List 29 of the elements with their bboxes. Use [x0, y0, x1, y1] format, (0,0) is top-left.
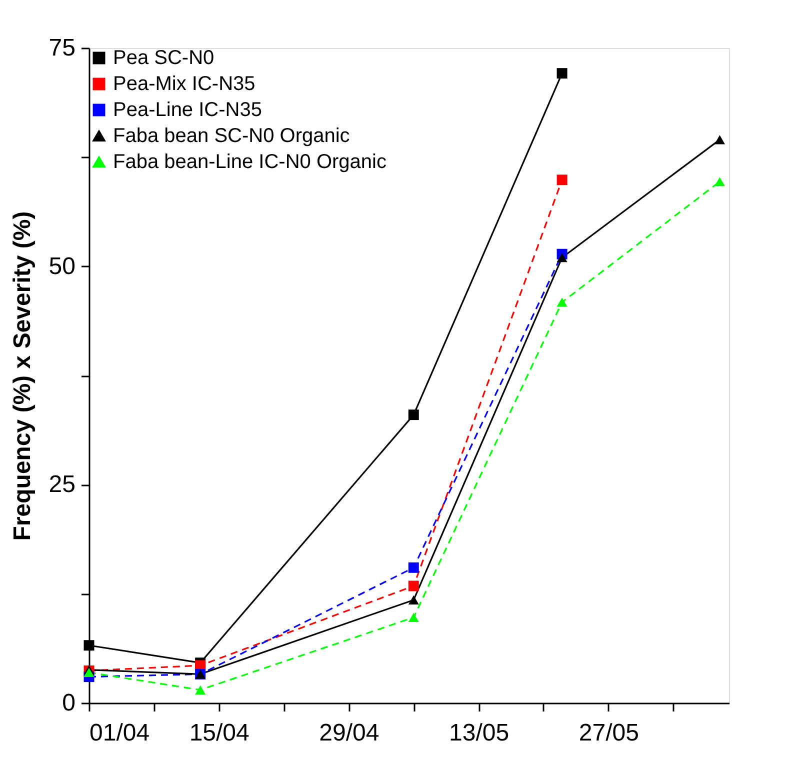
y-tick-label: 0: [62, 690, 76, 716]
legend-label: Pea-Mix IC-N35: [113, 73, 256, 95]
y-tick-label: 75: [48, 34, 76, 62]
x-tick-label: 15/04: [189, 720, 250, 746]
point: [714, 135, 725, 144]
point: [714, 177, 725, 186]
legend-label: Pea SC-N0: [113, 47, 214, 69]
point: [408, 410, 419, 420]
point: [84, 668, 94, 677]
point: [195, 685, 206, 694]
y-axis-title: Frequency (%) x Severity (%): [8, 211, 36, 541]
x-tick-label: 01/04: [90, 720, 150, 746]
point: [556, 253, 568, 262]
point: [556, 68, 568, 79]
point: [408, 612, 419, 622]
point: [408, 580, 419, 592]
x-tick-label: 13/05: [449, 720, 510, 746]
point: [556, 298, 568, 307]
legend-label: Pea-Line IC-N35: [113, 99, 262, 121]
point: [556, 174, 568, 186]
y-tick-label: 25: [48, 471, 76, 498]
y-tick-label: 50: [48, 252, 76, 280]
point: [408, 562, 419, 573]
legend-label: Faba bean SC-N0 Organic: [113, 125, 350, 147]
point: [84, 640, 94, 651]
x-tick-label: 29/04: [319, 720, 380, 746]
legend-label: Faba bean-Line IC-N0 Organic: [113, 151, 386, 173]
x-tick-label: 27/05: [578, 720, 639, 746]
point: [408, 595, 419, 604]
